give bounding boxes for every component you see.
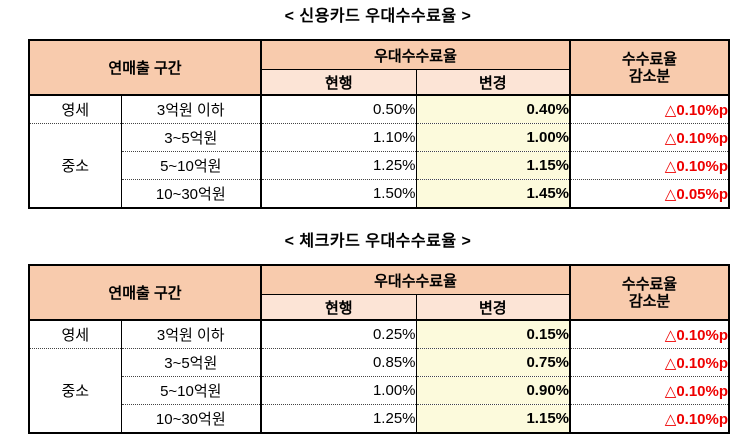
- sales-range-cell: 3억원 이하: [120, 95, 262, 124]
- current-rate-cell: 0.85%: [260, 348, 417, 377]
- rate-reduction-cell: △0.10%p: [569, 320, 730, 349]
- current-rate-cell: 1.25%: [260, 404, 417, 433]
- rate-reduction-cell: △0.10%p: [569, 404, 730, 433]
- sales-range-cell: 3~5억원: [120, 348, 262, 377]
- rate-reduction-cell: △0.10%p: [569, 123, 730, 152]
- changed-rate-cell: 0.15%: [415, 320, 571, 349]
- current-rate-cell: 0.50%: [260, 95, 417, 124]
- changed-rate-cell: 1.15%: [415, 151, 571, 180]
- changed-rate-cell: 1.00%: [415, 123, 571, 152]
- credit-card-table-title: < 신용카드 우대수수료율 >: [284, 8, 472, 25]
- changed-rate-cell: 0.75%: [415, 348, 571, 377]
- header-fee-rate-reduction-line1: 수수료율: [621, 275, 678, 293]
- rate-reduction-cell: △0.10%p: [569, 151, 730, 180]
- credit-card-table-body: 영세 3억원 이하 0.50% 0.40% △0.10%p 중소 3~5억원 1.10% 1.0…: [28, 95, 730, 208]
- rate-reduction-cell: △0.10%p: [569, 95, 730, 124]
- header-annual-sales-range: 연매출 구간: [28, 40, 262, 96]
- header-annual-sales-range: 연매출 구간: [28, 265, 262, 321]
- table-row: 10~30억원 1.25% 1.15% △0.10%p: [29, 404, 730, 433]
- current-rate-cell: 1.10%: [260, 123, 417, 152]
- table-row: 5~10억원 1.25% 1.15% △0.10%p: [29, 151, 730, 180]
- merchant-tier-cell: 영세: [28, 320, 122, 349]
- sales-range-cell: 5~10억원: [120, 151, 262, 180]
- table-row: 중소 3~5억원 0.85% 0.75% △0.10%p: [28, 348, 730, 433]
- sales-range-cell: 10~30억원: [120, 179, 262, 208]
- header-fee-rate-reduction: 수수료율 감소분: [569, 265, 730, 321]
- merchant-tier-cell: 중소: [28, 348, 122, 433]
- current-rate-cell: 0.25%: [260, 320, 417, 349]
- header-current-rate: 현행: [260, 294, 417, 321]
- header-changed-rate: 변경: [415, 294, 571, 321]
- header-preferential-fee-rate: 우대수수료율: [260, 40, 571, 70]
- sales-range-cell: 3~5억원: [120, 123, 262, 152]
- header-current-rate: 현행: [260, 69, 417, 96]
- sales-range-cell: 10~30억원: [120, 404, 262, 433]
- rate-reduction-cell: △0.05%p: [569, 179, 730, 208]
- table-row: 5~10억원 1.00% 0.90% △0.10%p: [29, 376, 730, 405]
- table-row: 영세 3억원 이하 0.50% 0.40% △0.10%p: [28, 95, 730, 124]
- header-preferential-fee-rate: 우대수수료율: [260, 265, 571, 295]
- header-changed-rate: 변경: [415, 69, 571, 96]
- merchant-tier-cell: 영세: [28, 95, 122, 124]
- header-fee-rate-reduction-line2: 감소분: [628, 292, 671, 310]
- table-row: 10~30억원 1.50% 1.45% △0.05%p: [29, 179, 730, 208]
- header-fee-rate-reduction-line2: 감소분: [628, 67, 671, 85]
- rate-reduction-cell: △0.10%p: [569, 348, 730, 377]
- sales-range-cell: 3억원 이하: [120, 320, 262, 349]
- changed-rate-cell: 1.45%: [415, 179, 571, 208]
- rate-reduction-cell: △0.10%p: [569, 376, 730, 405]
- credit-card-fee-table: 연매출 구간 우대수수료율 수수료율 감소분 현행 변경 영세 3억원 이하 0.5…: [28, 39, 731, 209]
- changed-rate-cell: 0.40%: [415, 95, 571, 124]
- header-fee-rate-reduction-line1: 수수료율: [621, 50, 678, 68]
- table-row: 중소 3~5억원 1.10% 1.00% △0.10%p: [28, 123, 730, 208]
- table-row: 영세 3억원 이하 0.25% 0.15% △0.10%p: [28, 320, 730, 349]
- current-rate-cell: 1.25%: [260, 151, 417, 180]
- check-card-fee-table: 연매출 구간 우대수수료율 수수료율 감소분 현행 변경 영세 3억원 이하 0.2…: [28, 264, 731, 434]
- check-card-table-body: 영세 3억원 이하 0.25% 0.15% △0.10%p 중소 3~5억원 0.85% 0.7…: [28, 320, 730, 433]
- changed-rate-cell: 1.15%: [415, 404, 571, 433]
- current-rate-cell: 1.00%: [260, 376, 417, 405]
- header-fee-rate-reduction: 수수료율 감소분: [569, 40, 730, 96]
- changed-rate-cell: 0.90%: [415, 376, 571, 405]
- sales-range-cell: 5~10억원: [120, 376, 262, 405]
- current-rate-cell: 1.50%: [260, 179, 417, 208]
- merchant-tier-cell: 중소: [28, 123, 122, 208]
- check-card-table-title: < 체크카드 우대수수료율 >: [284, 233, 472, 250]
